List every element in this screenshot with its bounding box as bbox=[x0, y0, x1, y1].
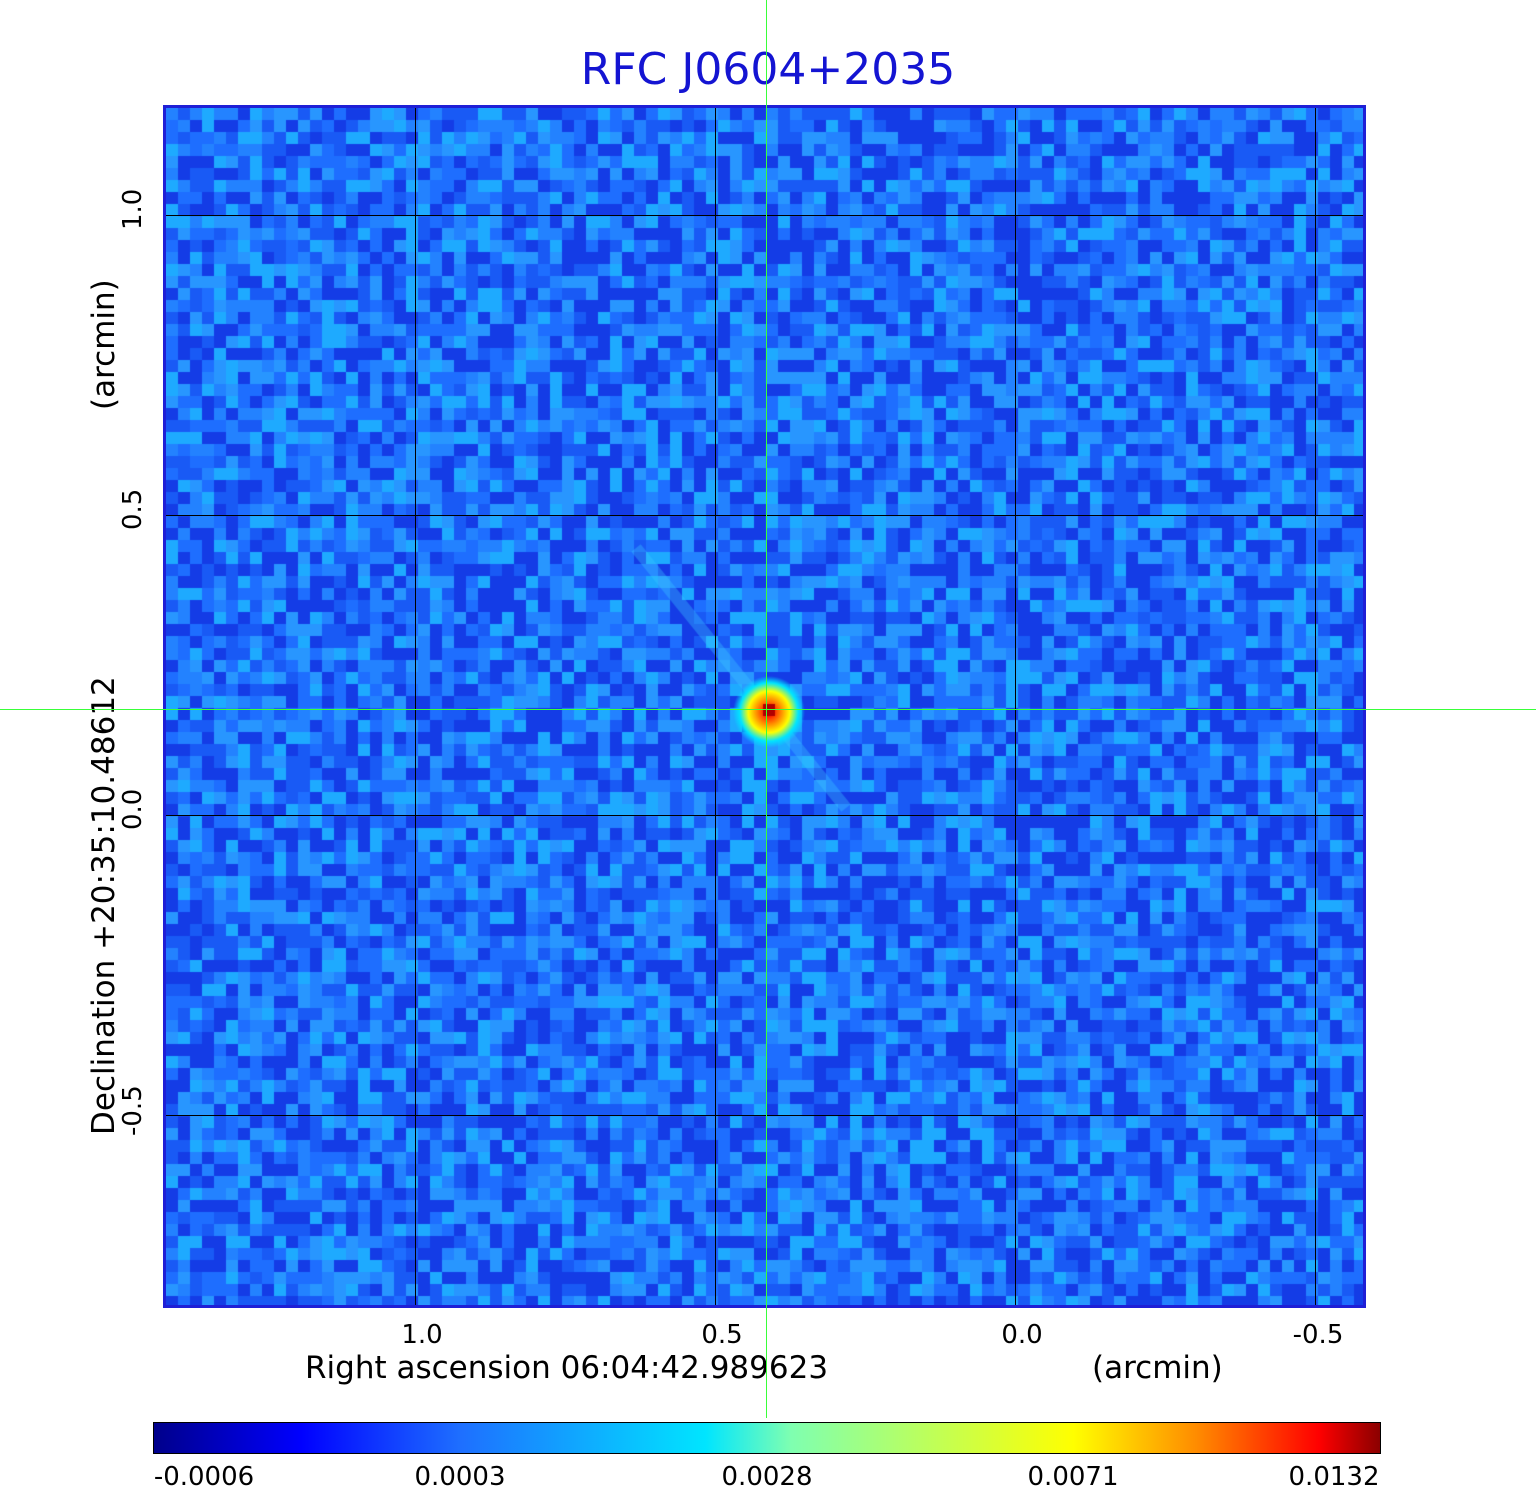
y-tick-label: 1.0 bbox=[118, 188, 148, 230]
colorbar-tick-label: 0.0071 bbox=[1027, 1462, 1119, 1492]
y-axis-label: Declination +20:35:10.48612 bbox=[86, 676, 122, 1135]
x-axis-label: Right ascension 06:04:42.989623 bbox=[305, 1350, 829, 1386]
intensity-map bbox=[166, 108, 1363, 1305]
colorbar bbox=[153, 1422, 1381, 1454]
x-axis-unit: (arcmin) bbox=[1092, 1350, 1223, 1386]
grid-line bbox=[166, 815, 1363, 816]
colorbar-tick-label: -0.0006 bbox=[153, 1462, 255, 1492]
grid-line bbox=[715, 108, 716, 1305]
grid-line bbox=[1015, 108, 1016, 1305]
y-tick-label: 0.0 bbox=[118, 788, 148, 830]
plot-title: RFC J0604+2035 bbox=[580, 44, 956, 95]
grid-line bbox=[1315, 108, 1316, 1305]
sky-image bbox=[163, 105, 1366, 1308]
y-tick-label: -0.5 bbox=[118, 1085, 148, 1136]
crosshair-horizontal[interactable] bbox=[0, 709, 1536, 710]
y-tick-label: 0.5 bbox=[118, 488, 148, 530]
x-tick-label: 0.0 bbox=[1001, 1320, 1043, 1350]
colorbar-tick-label: 0.0003 bbox=[414, 1462, 506, 1492]
colorbar-tick-label: 0.0028 bbox=[721, 1462, 813, 1492]
y-axis-unit: (arcmin) bbox=[86, 279, 122, 410]
x-tick-label: 0.5 bbox=[701, 1320, 743, 1350]
colorbar-tick-label: 0.0132 bbox=[1288, 1462, 1380, 1492]
grid-line bbox=[166, 515, 1363, 516]
x-tick-label: -0.5 bbox=[1292, 1320, 1344, 1350]
grid-line bbox=[166, 1115, 1363, 1116]
grid-line bbox=[415, 108, 416, 1305]
x-tick-label: 1.0 bbox=[401, 1320, 443, 1350]
grid-line bbox=[166, 215, 1363, 216]
